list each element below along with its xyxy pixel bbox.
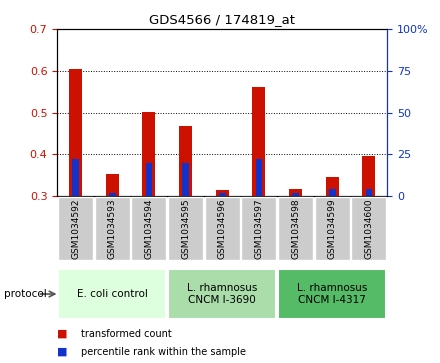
Bar xyxy=(366,189,372,196)
Bar xyxy=(256,159,262,196)
Bar xyxy=(216,190,229,196)
Text: GSM1034592: GSM1034592 xyxy=(71,199,80,259)
Bar xyxy=(326,177,339,196)
Text: GSM1034593: GSM1034593 xyxy=(108,198,117,259)
Bar xyxy=(146,163,152,196)
Bar xyxy=(289,188,302,196)
Text: ■: ■ xyxy=(57,347,68,357)
Text: GSM1034599: GSM1034599 xyxy=(328,198,337,259)
Bar xyxy=(219,193,226,196)
Text: GSM1034598: GSM1034598 xyxy=(291,198,300,259)
Text: GSM1034596: GSM1034596 xyxy=(218,198,227,259)
Text: L. rhamnosus
CNCM I-4317: L. rhamnosus CNCM I-4317 xyxy=(297,283,367,305)
Bar xyxy=(363,156,375,196)
Text: GSM1034600: GSM1034600 xyxy=(364,198,374,259)
Text: E. coli control: E. coli control xyxy=(77,289,148,299)
Bar xyxy=(329,189,336,196)
Bar xyxy=(182,163,189,196)
Bar xyxy=(179,126,192,196)
Bar xyxy=(143,112,155,196)
Text: ■: ■ xyxy=(57,329,68,339)
Text: transformed count: transformed count xyxy=(81,329,172,339)
Title: GDS4566 / 174819_at: GDS4566 / 174819_at xyxy=(149,13,295,26)
Text: L. rhamnosus
CNCM I-3690: L. rhamnosus CNCM I-3690 xyxy=(187,283,257,305)
Bar xyxy=(292,193,299,196)
Text: GSM1034597: GSM1034597 xyxy=(254,198,264,259)
Text: protocol: protocol xyxy=(4,289,47,299)
Bar xyxy=(253,87,265,196)
Bar xyxy=(109,193,116,196)
Bar xyxy=(72,159,79,196)
Text: GSM1034595: GSM1034595 xyxy=(181,198,190,259)
Text: GSM1034594: GSM1034594 xyxy=(144,199,154,259)
Text: percentile rank within the sample: percentile rank within the sample xyxy=(81,347,246,357)
Bar xyxy=(69,69,82,196)
Bar xyxy=(106,174,119,196)
